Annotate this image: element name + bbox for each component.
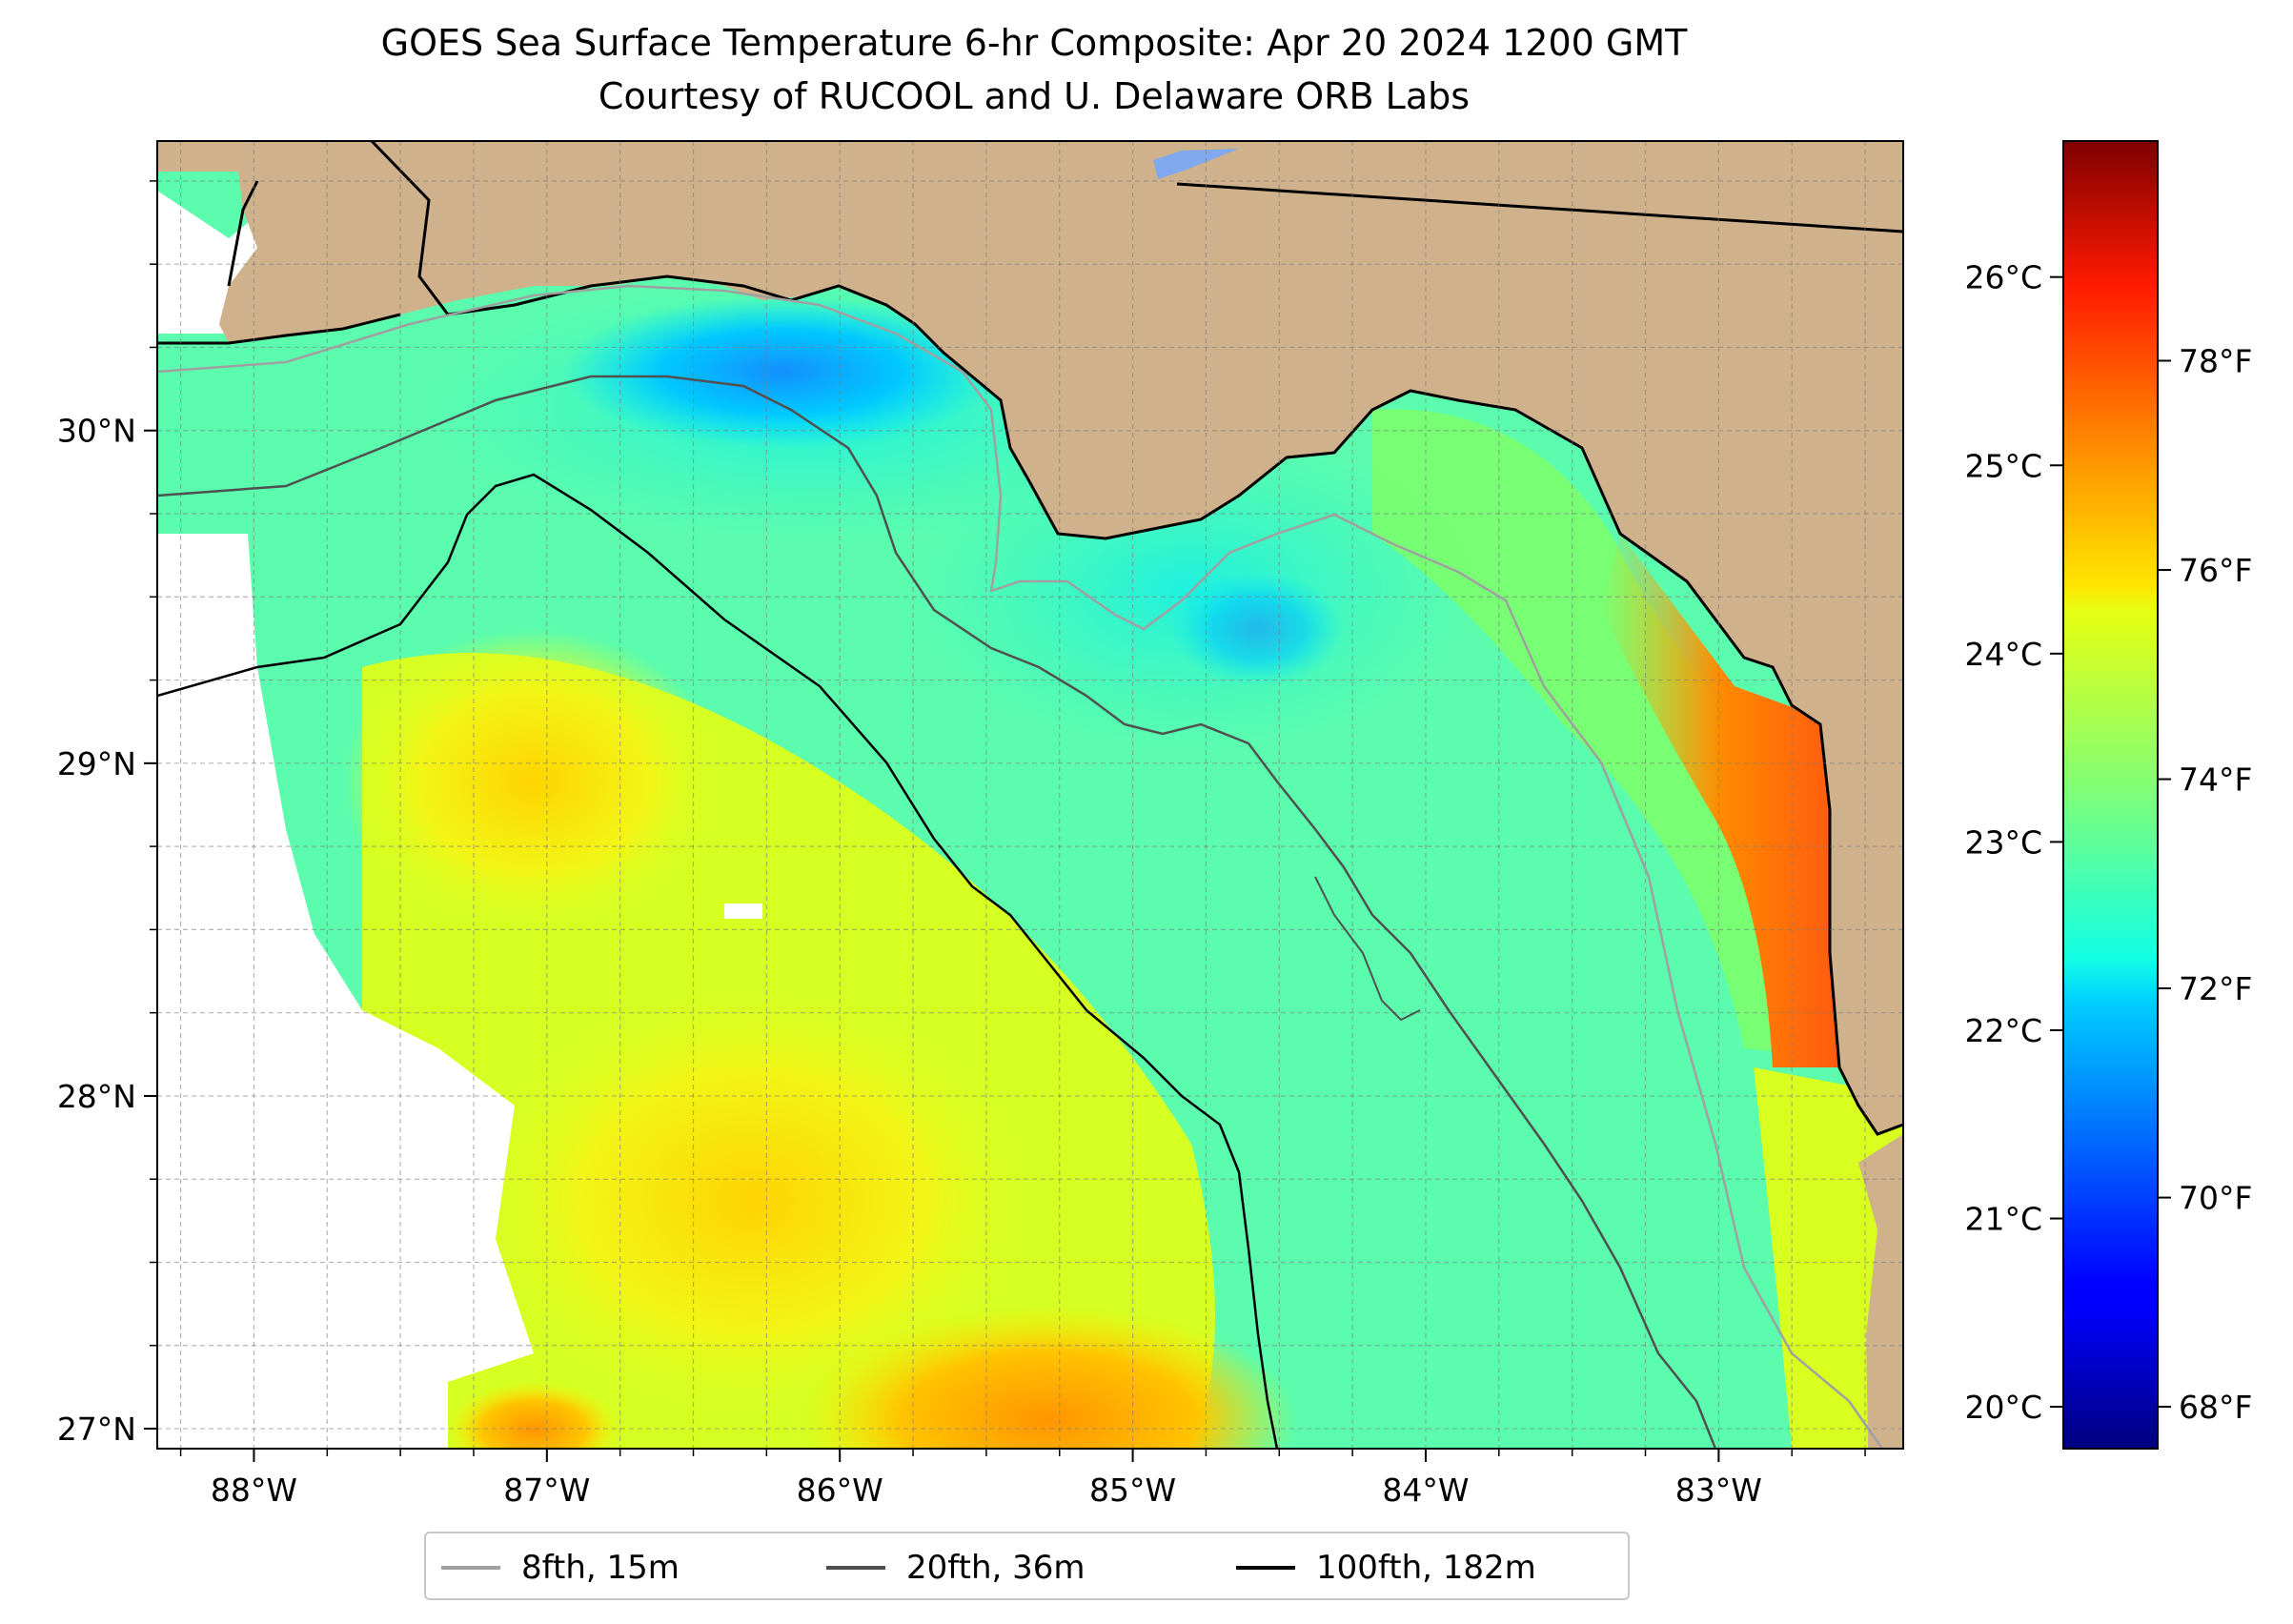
lon-tick-label: 85°W bbox=[1089, 1472, 1176, 1509]
hot-coastal-strip bbox=[1601, 534, 1839, 1067]
map-axis-ticks: 88°W 87°W 86°W 85°W 84°W 83°W 30°N 29°N 28°N 27°N bbox=[57, 180, 1866, 1509]
legend-label-182m: 100fth, 182m bbox=[1316, 1549, 1536, 1587]
colorbar bbox=[2062, 140, 2159, 1450]
hot-spot-south bbox=[801, 1306, 1296, 1449]
lon-tick-label: 84°W bbox=[1382, 1472, 1469, 1509]
no-data-gap bbox=[157, 1086, 477, 1239]
lon-tick-label: 83°W bbox=[1675, 1472, 1762, 1509]
hot-spot-southwest bbox=[448, 1382, 619, 1449]
legend-label-36m: 20fth, 36m bbox=[906, 1549, 1086, 1587]
celsius-tick-label: 22°C bbox=[1964, 1012, 2042, 1049]
celsius-tick-label: 23°C bbox=[1964, 823, 2042, 861]
contour-36m bbox=[157, 375, 1717, 1449]
celsius-tick-label: 20°C bbox=[1964, 1389, 2042, 1426]
no-data-patch bbox=[724, 903, 762, 919]
contour-15m bbox=[157, 284, 1884, 1449]
fahrenheit-tick-label: 70°F bbox=[2179, 1180, 2252, 1217]
land-mass-coast bbox=[157, 141, 1903, 1134]
fahrenheit-tick-label: 76°F bbox=[2179, 552, 2252, 589]
legend-item-36m: 20fth, 36m bbox=[826, 1533, 1086, 1602]
contour-182m bbox=[157, 473, 1279, 1449]
cold-upwelling-core bbox=[562, 295, 1001, 448]
fahrenheit-tick-label: 74°F bbox=[2179, 761, 2252, 799]
legend-swatch-182m bbox=[1236, 1566, 1295, 1570]
contour-detail bbox=[1314, 876, 1421, 1022]
shelf-warm-band bbox=[1372, 409, 1830, 1058]
legend-swatch-15m bbox=[441, 1566, 500, 1570]
fahrenheit-tick-label: 68°F bbox=[2179, 1389, 2252, 1426]
legend-swatch-36m bbox=[826, 1566, 885, 1570]
lat-tick-label: 30°N bbox=[57, 413, 136, 450]
lon-tick-label: 88°W bbox=[211, 1472, 297, 1509]
celsius-tick-label: 21°C bbox=[1964, 1201, 2042, 1238]
lon-tick-label: 86°W bbox=[797, 1472, 883, 1509]
mobile-bay-shore bbox=[227, 180, 259, 287]
celsius-tick-label: 26°C bbox=[1964, 259, 2042, 296]
coastline bbox=[370, 141, 1903, 1136]
cold-patch-east bbox=[1172, 572, 1344, 686]
legend-label-15m: 8fth, 15m bbox=[521, 1549, 680, 1587]
warm-core-south bbox=[467, 982, 1039, 1420]
no-data-west bbox=[157, 534, 534, 1449]
chart-title: GOES Sea Surface Temperature 6-hr Compos… bbox=[380, 22, 1688, 64]
colorbar-ticks: 68°F 70°F 72°F 74°F 76°F 78°F 20°C 21°C 22°C 23°C… bbox=[1964, 259, 2252, 1426]
coastline-west bbox=[157, 313, 401, 345]
lat-tick-label: 29°N bbox=[57, 745, 136, 782]
land-mass-southeast bbox=[1858, 1134, 1903, 1449]
lake-feature bbox=[1153, 149, 1239, 179]
lat-tick-label: 27°N bbox=[57, 1411, 136, 1448]
chart-subtitle: Courtesy of RUCOOL and U. Delaware ORB L… bbox=[598, 75, 1471, 117]
state-border bbox=[1176, 182, 1903, 233]
map-frame bbox=[156, 140, 1904, 1450]
celsius-tick-label: 25°C bbox=[1964, 447, 2042, 484]
legend-item-182m: 100fth, 182m bbox=[1236, 1533, 1536, 1602]
gridlines bbox=[157, 141, 1903, 1449]
lat-tick-label: 28°N bbox=[57, 1078, 136, 1115]
contour-legend: 8fth, 15m 20fth, 36m 100fth, 182m bbox=[424, 1532, 1630, 1600]
fahrenheit-tick-label: 78°F bbox=[2179, 342, 2252, 379]
map-plot-area bbox=[157, 141, 1903, 1449]
fahrenheit-tick-label: 72°F bbox=[2179, 970, 2252, 1007]
celsius-tick-label: 24°C bbox=[1964, 636, 2042, 673]
warm-core-west bbox=[343, 629, 724, 934]
lon-tick-label: 87°W bbox=[503, 1472, 590, 1509]
legend-item-15m: 8fth, 15m bbox=[441, 1533, 680, 1602]
